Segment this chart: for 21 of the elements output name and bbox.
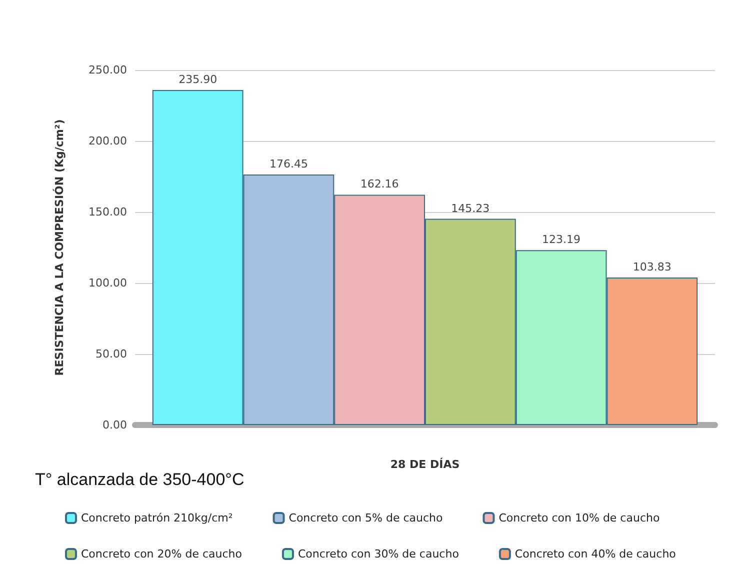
- y-tick-label: 0.00: [102, 418, 127, 432]
- text: T° alcanzada de 350-400°C: [35, 470, 244, 489]
- data-label: 145.23: [451, 202, 490, 215]
- y-tick-label: 50.00: [96, 348, 127, 360]
- y-axis-title: RESISTENCIA A LA COMPRESIÓN (Kg/cm²): [52, 119, 66, 376]
- legend-label: Concreto con 30% de caucho: [298, 548, 460, 560]
- y-tick-label: 200.00: [88, 134, 127, 148]
- legend-label: Concreto patrón 210kg/cm²: [81, 512, 233, 524]
- legend-label: Concreto con 10% de caucho: [498, 512, 660, 524]
- y-tick-label: 150.00: [88, 206, 127, 218]
- data-label: 235.90: [178, 73, 218, 86]
- data-label: 176.45: [269, 157, 308, 170]
- y-tick-label: 100.00: [88, 276, 127, 290]
- data-label: 162.16: [360, 178, 399, 191]
- data-label: 103.83: [632, 260, 672, 274]
- x-axis-title: 28 DE DÍAS: [390, 457, 460, 471]
- y-tick-label: 250.00: [88, 64, 127, 76]
- legend-label: Concreto con 20% de caucho: [81, 548, 242, 560]
- legend-label: Concreto con 5% de caucho: [288, 512, 443, 524]
- data-label: 123.19: [542, 233, 581, 246]
- legend-label: Concreto con 40% de caucho: [514, 548, 676, 560]
